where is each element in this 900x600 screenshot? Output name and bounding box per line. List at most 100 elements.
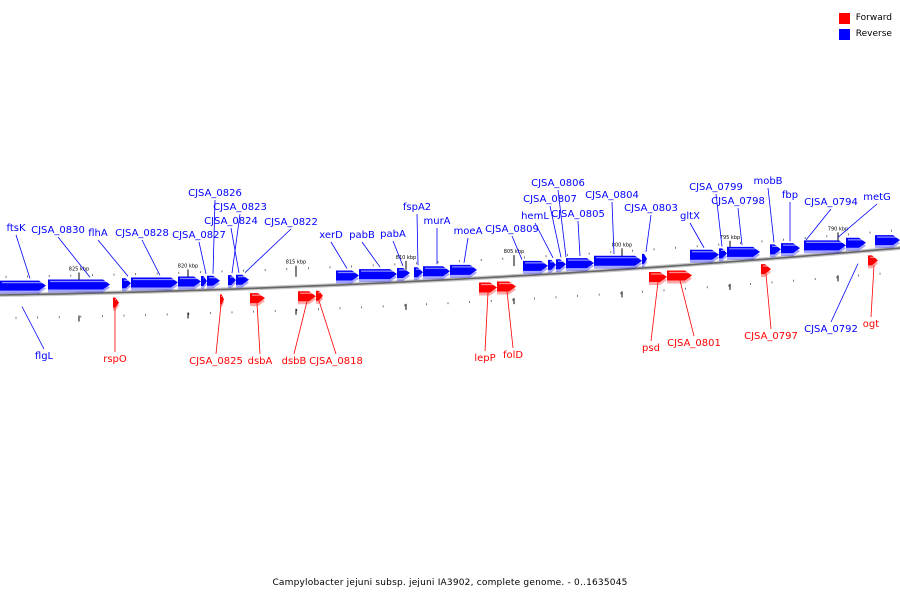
reverse-gene-arrow: [207, 275, 220, 289]
reverse-gene-arrow: [122, 278, 131, 292]
reverse-gene-arrow: [48, 279, 110, 293]
reverse-gene-arrow: [781, 243, 800, 257]
scale-tick-label: 810 kbp: [396, 255, 416, 261]
reverse-gene-arrow: [804, 240, 846, 254]
forward-gene-arrow: [298, 291, 316, 305]
scale-tick-label: 795 kbp: [720, 235, 740, 241]
gene-label-psd: psd: [642, 343, 660, 354]
label-leader-line: [256, 303, 261, 355]
label-leader-line: [679, 280, 695, 337]
label-leader-line: [830, 263, 859, 323]
forward-gene-arrow: [497, 281, 516, 295]
label-leader-line: [557, 189, 567, 258]
label-leader-line: [215, 304, 222, 355]
gene-labels-layer: ftsK CJSA_0830 flhA CJSA_0828 CJSA_0827 CJSA_…: [6, 176, 890, 367]
label-leader-line: [212, 199, 216, 274]
reverse-gene-arrow: [0, 280, 46, 294]
gene-label-mobb: mobB: [753, 176, 782, 187]
gene-label-cjsa-0797: CJSA_0797: [744, 331, 798, 342]
gene-label-metg: metG: [863, 192, 891, 203]
scale-ticks-layer: 825 kbp 820 kbp 815 kbp 810 kbp 805 kbp 800 k…: [5, 226, 892, 322]
gene-label-cjsa-0825: CJSA_0825: [189, 356, 243, 367]
gene-label-ogt: ogt: [863, 319, 879, 330]
forward-gene-arrow: [479, 282, 497, 296]
label-leader-line: [765, 274, 772, 330]
gene-label-gltx: gltX: [680, 211, 700, 222]
label-leader-line: [21, 306, 45, 350]
gene-label-cjsa-0828: CJSA_0828: [115, 228, 169, 239]
label-leader-line: [361, 241, 381, 268]
forward-gene-arrow: [761, 264, 771, 278]
gene-label-cjsa-0807: CJSA_0807: [523, 194, 577, 205]
gene-label-heml: hemL: [521, 211, 549, 222]
label-leader-line: [511, 235, 523, 260]
reverse-gene-arrow: [690, 249, 719, 263]
gene-label-fbp: fbp: [782, 190, 798, 201]
legend: Forward Reverse: [838, 9, 892, 41]
gene-label-cjsa-0805: CJSA_0805: [551, 209, 605, 220]
gene-label-cjsa-0823: CJSA_0823: [213, 202, 267, 213]
reverse-gene-arrow: [642, 253, 647, 267]
gene-label-cjsa-0799: CJSA_0799: [689, 182, 743, 193]
reverse-gene-arrow: [236, 274, 249, 288]
reverse-gene-arrow: [523, 260, 548, 274]
gene-label-cjsa-0824: CJSA_0824: [204, 216, 258, 227]
reverse-gene-arrow: [228, 275, 236, 289]
gene-label-cjsa-0818: CJSA_0818: [309, 356, 363, 367]
forward-swatch: [838, 12, 850, 24]
reverse-gene-arrow: [450, 264, 477, 278]
gene-label-pabb: pabB: [349, 230, 375, 241]
genome-backbone-layer: [0, 246, 900, 297]
gene-label-xerd: xerD: [319, 230, 343, 241]
legend-reverse-label: Reverse: [855, 29, 892, 40]
reverse-gene-arrow: [566, 258, 594, 272]
reverse-gene-arrow: [719, 248, 727, 262]
label-leader-line: [57, 236, 91, 278]
backbone-line: [0, 247, 900, 296]
scale-tick-label: 805 kbp: [504, 249, 524, 255]
reverse-gene-arrow: [359, 269, 397, 283]
gene-label-mura: murA: [423, 216, 450, 227]
reverse-gene-arrow: [336, 270, 359, 284]
reverse-gene-arrow: [414, 267, 423, 281]
label-leader-line: [715, 193, 723, 247]
reverse-gene-arrow: [397, 267, 410, 281]
reverse-gene-arrow: [131, 277, 178, 291]
label-leader-line: [549, 205, 562, 258]
gene-label-cjsa-0822: CJSA_0822: [264, 217, 318, 228]
label-leader-line: [837, 203, 878, 238]
scale-tick-label: 825 kbp: [69, 266, 89, 272]
label-leader-line: [650, 281, 659, 342]
gene-label-ftsk: ftsK: [6, 223, 25, 234]
label-leader-line: [230, 227, 240, 273]
scale-tick-label: 800 kbp: [612, 242, 632, 248]
gene-label-rspo: rspO: [103, 354, 127, 365]
legend-forward-label: Forward: [855, 13, 892, 24]
label-leader-line: [870, 265, 875, 318]
label-leader-line: [198, 241, 207, 275]
label-leader-line: [577, 220, 581, 257]
genes-layer: [0, 235, 900, 311]
genome-caption: Campylobacter jejuni subsp. jejuni IA390…: [272, 578, 628, 588]
label-leader-line: [645, 214, 652, 252]
gene-label-cjsa-0827: CJSA_0827: [172, 230, 226, 241]
gene-label-lepp: lepP: [474, 353, 495, 364]
label-leader-line: [231, 213, 241, 274]
label-leader-line: [463, 237, 469, 263]
label-leader-line: [484, 292, 489, 352]
scale-tick-label: 790 kbp: [828, 226, 848, 232]
reverse-gene-arrow: [727, 246, 760, 260]
label-leader-line: [318, 300, 337, 355]
gene-label-flha: flhA: [88, 228, 108, 239]
legend-reverse: Reverse: [838, 25, 892, 40]
gene-label-cjsa-0801: CJSA_0801: [667, 338, 721, 349]
reverse-swatch: [838, 28, 850, 40]
label-leader-line: [244, 228, 292, 273]
reverse-gene-arrow: [201, 276, 207, 290]
gene-label-cjsa-0809: CJSA_0809: [485, 224, 539, 235]
gene-label-cjsa-0794: CJSA_0794: [804, 197, 858, 208]
gene-label-flgl: flgL: [35, 351, 54, 362]
gene-label-cjsa-0804: CJSA_0804: [585, 190, 639, 201]
gene-label-cjsa-0792: CJSA_0792: [804, 324, 858, 335]
